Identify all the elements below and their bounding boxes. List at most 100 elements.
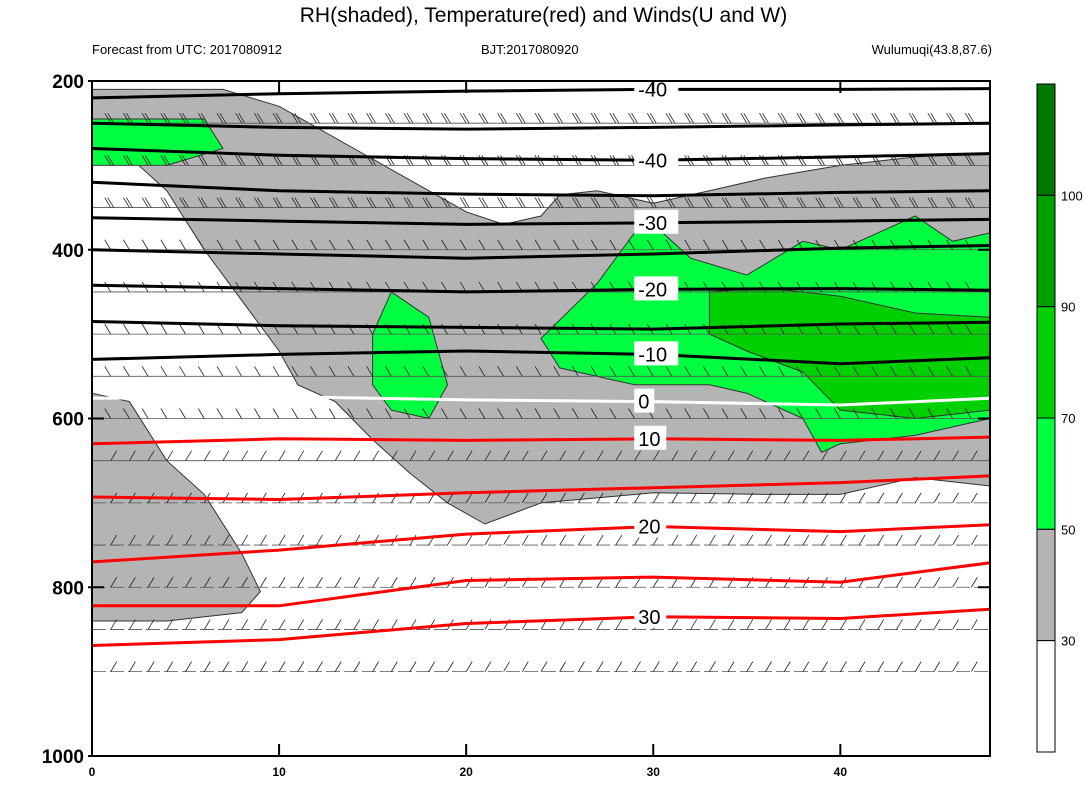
wind-barb [646, 197, 654, 208]
wind-barb [203, 534, 211, 546]
wind-barb [219, 155, 227, 166]
wind-barb [690, 450, 698, 461]
wind-barb [260, 534, 267, 546]
wind-barb [765, 534, 772, 546]
wind-barb [331, 112, 339, 124]
wind-barb [200, 112, 208, 124]
wind-barb [126, 155, 133, 166]
wind-barb [384, 408, 392, 419]
wind-barb [952, 450, 959, 461]
wind-barb [874, 112, 882, 124]
wind-barb [503, 661, 510, 672]
wind-barb [590, 408, 598, 419]
wind-barb [796, 281, 804, 293]
wind-barb [964, 323, 972, 335]
wind-barb [272, 239, 280, 250]
wind-barb [671, 534, 679, 546]
wind-barb [203, 661, 211, 672]
wind-barb [291, 408, 299, 419]
colorbar-label: 70 [1061, 411, 1075, 426]
wind-barb [815, 281, 822, 293]
wind-barb [235, 366, 243, 377]
wind-barb [406, 112, 414, 124]
wind-barb [203, 577, 211, 588]
wind-barb [163, 155, 171, 166]
wind-barb [515, 408, 523, 419]
wind-barb [796, 197, 804, 208]
wind-barb [759, 197, 766, 208]
wind-barb [777, 366, 785, 377]
wind-barb [890, 197, 897, 208]
wind-barb [628, 366, 635, 377]
wind-barb [911, 155, 919, 166]
wind-barb [275, 155, 283, 166]
wind-barb [908, 323, 916, 335]
wind-barb [353, 661, 361, 672]
wind-barb [166, 577, 174, 588]
wind-barb [316, 619, 323, 630]
wind-barb [278, 619, 286, 630]
wind-barb [839, 661, 847, 672]
y-tick-label: 400 [52, 241, 84, 262]
wind-barb [515, 197, 523, 208]
wind-barb [615, 619, 623, 630]
wind-barb [833, 408, 841, 419]
wind-barb [222, 619, 230, 630]
wind-barb [668, 197, 676, 208]
wind-barb [465, 577, 473, 588]
wind-barb [197, 366, 205, 377]
wind-barb [254, 112, 261, 124]
wind-barb [964, 408, 972, 419]
temp-contour-11 [92, 474, 990, 502]
y-tick-label: 800 [52, 578, 84, 599]
wind-barb [671, 492, 679, 504]
x-tick-label: 20 [459, 765, 473, 779]
wind-barb [241, 534, 249, 546]
temp-contour-7 [92, 320, 990, 331]
wind-barb [628, 197, 635, 208]
wind-barb [890, 408, 897, 419]
wind-barb [484, 661, 492, 672]
y-tick-label: 200 [52, 72, 84, 93]
wind-barb [422, 239, 430, 250]
wind-barb [590, 112, 598, 124]
wind-barb [200, 155, 208, 166]
colorbar-label: 30 [1061, 634, 1075, 649]
wind-barb [521, 492, 529, 504]
colorbar-swatch [1036, 640, 1056, 753]
wind-barb [852, 197, 860, 208]
wind-barb [107, 112, 115, 124]
wind-barb [740, 239, 748, 250]
temp-label: -40 [638, 150, 667, 172]
wind-barb [481, 197, 489, 208]
wind-barb [871, 112, 879, 124]
wind-barb [518, 112, 526, 124]
wind-barb [724, 112, 732, 124]
wind-barb [484, 450, 492, 461]
colorbar-swatch [1036, 194, 1056, 308]
wind-barb [815, 197, 822, 208]
wind-barb [515, 239, 523, 250]
wind-barb [144, 112, 152, 124]
wind-barb [478, 366, 486, 377]
wind-barb [406, 197, 414, 208]
wind-barb [166, 450, 174, 461]
wind-barb [687, 197, 695, 208]
wind-barb [572, 197, 579, 208]
wind-barb [459, 112, 467, 124]
wind-barb [765, 450, 772, 461]
wind-barb [759, 408, 766, 419]
wind-barb [422, 366, 430, 377]
wind-barb [409, 450, 417, 461]
wind-barb [646, 239, 654, 250]
wind-barb [350, 197, 358, 208]
wind-barb [390, 577, 398, 588]
temp-label: -20 [638, 279, 667, 301]
wind-barb [497, 239, 504, 250]
wind-barb [908, 155, 916, 166]
wind-barb [537, 112, 545, 124]
wind-barb [123, 197, 130, 208]
wind-barb [709, 450, 716, 461]
wind-barb [160, 197, 168, 208]
wind-barb [877, 450, 885, 461]
